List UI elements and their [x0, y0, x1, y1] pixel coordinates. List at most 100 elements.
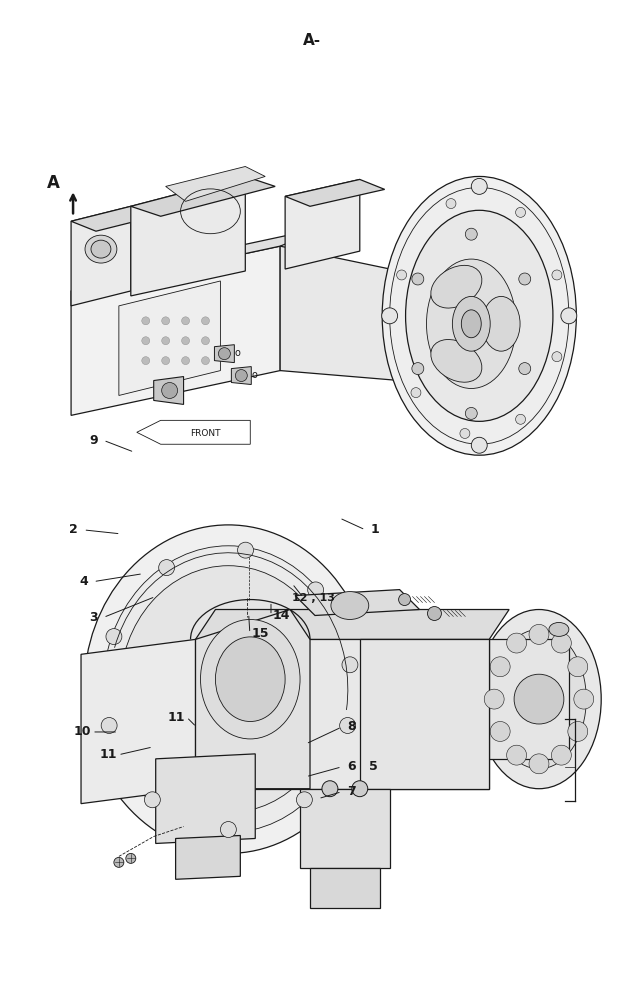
Text: A-: A-	[303, 33, 321, 48]
Ellipse shape	[406, 210, 553, 421]
Circle shape	[202, 317, 210, 325]
Circle shape	[519, 273, 531, 285]
Ellipse shape	[461, 310, 481, 338]
Circle shape	[106, 629, 122, 645]
Polygon shape	[137, 420, 250, 444]
Circle shape	[202, 357, 210, 365]
Text: 14: 14	[272, 609, 290, 622]
Text: 15: 15	[251, 627, 268, 640]
Text: 9: 9	[89, 434, 97, 447]
Ellipse shape	[549, 622, 569, 636]
Circle shape	[412, 273, 424, 285]
Circle shape	[529, 754, 549, 774]
Circle shape	[515, 207, 525, 217]
Circle shape	[101, 718, 117, 733]
Circle shape	[322, 781, 338, 797]
Text: 4: 4	[79, 575, 88, 588]
Circle shape	[142, 317, 150, 325]
Circle shape	[519, 363, 531, 375]
Circle shape	[411, 388, 421, 398]
Polygon shape	[215, 345, 235, 363]
Text: 3: 3	[89, 611, 97, 624]
Polygon shape	[195, 610, 509, 639]
Text: A: A	[47, 174, 60, 192]
Circle shape	[412, 363, 424, 375]
Circle shape	[352, 781, 368, 797]
Circle shape	[490, 657, 510, 677]
Ellipse shape	[331, 592, 369, 619]
Ellipse shape	[215, 637, 285, 722]
Ellipse shape	[120, 566, 337, 813]
Text: 10: 10	[74, 725, 91, 738]
Text: o: o	[251, 370, 257, 380]
Circle shape	[568, 657, 588, 677]
Text: 1: 1	[371, 523, 380, 536]
Circle shape	[507, 745, 527, 765]
Text: 2: 2	[69, 523, 78, 536]
Polygon shape	[310, 868, 379, 908]
Circle shape	[490, 722, 510, 741]
Circle shape	[235, 370, 247, 382]
Circle shape	[574, 689, 594, 709]
Polygon shape	[119, 281, 220, 395]
Polygon shape	[156, 754, 255, 843]
Circle shape	[162, 357, 170, 365]
Polygon shape	[71, 246, 280, 415]
Polygon shape	[131, 176, 245, 296]
Circle shape	[471, 437, 487, 453]
Circle shape	[114, 857, 124, 867]
Circle shape	[142, 337, 150, 345]
Polygon shape	[71, 226, 330, 291]
Text: 11: 11	[168, 711, 185, 724]
Polygon shape	[285, 179, 360, 269]
Circle shape	[484, 689, 504, 709]
Polygon shape	[154, 377, 183, 404]
Circle shape	[142, 357, 150, 365]
Circle shape	[220, 822, 236, 837]
Circle shape	[568, 722, 588, 741]
Circle shape	[561, 308, 577, 324]
Text: 5: 5	[369, 760, 378, 773]
Ellipse shape	[91, 240, 111, 258]
Circle shape	[339, 718, 356, 733]
Text: 11: 11	[99, 748, 117, 761]
Circle shape	[507, 633, 527, 653]
Polygon shape	[285, 179, 384, 206]
Circle shape	[126, 853, 136, 863]
Ellipse shape	[452, 296, 490, 351]
Text: 8: 8	[348, 720, 356, 733]
Circle shape	[162, 337, 170, 345]
Circle shape	[158, 560, 175, 576]
Circle shape	[397, 270, 407, 280]
Circle shape	[471, 178, 487, 194]
Ellipse shape	[85, 235, 117, 263]
Ellipse shape	[103, 546, 354, 833]
Ellipse shape	[482, 296, 520, 351]
Circle shape	[466, 407, 477, 419]
Polygon shape	[195, 639, 489, 789]
Text: 12 , 13: 12 , 13	[292, 593, 334, 603]
Text: 6: 6	[348, 760, 356, 773]
Circle shape	[162, 383, 178, 398]
Text: o: o	[235, 348, 240, 358]
Circle shape	[144, 792, 160, 808]
Ellipse shape	[389, 187, 569, 444]
Ellipse shape	[84, 525, 373, 853]
Polygon shape	[280, 246, 399, 381]
Ellipse shape	[431, 265, 482, 308]
Polygon shape	[300, 789, 389, 868]
Text: FRONT: FRONT	[190, 429, 221, 438]
Circle shape	[460, 428, 470, 438]
Polygon shape	[71, 206, 131, 306]
Circle shape	[182, 357, 190, 365]
Ellipse shape	[431, 340, 482, 382]
Circle shape	[552, 352, 562, 362]
Ellipse shape	[477, 610, 601, 789]
Circle shape	[552, 270, 562, 280]
Circle shape	[446, 199, 456, 209]
Polygon shape	[489, 639, 569, 759]
Circle shape	[162, 317, 170, 325]
Circle shape	[382, 308, 397, 324]
Circle shape	[399, 594, 411, 606]
Polygon shape	[295, 590, 419, 615]
